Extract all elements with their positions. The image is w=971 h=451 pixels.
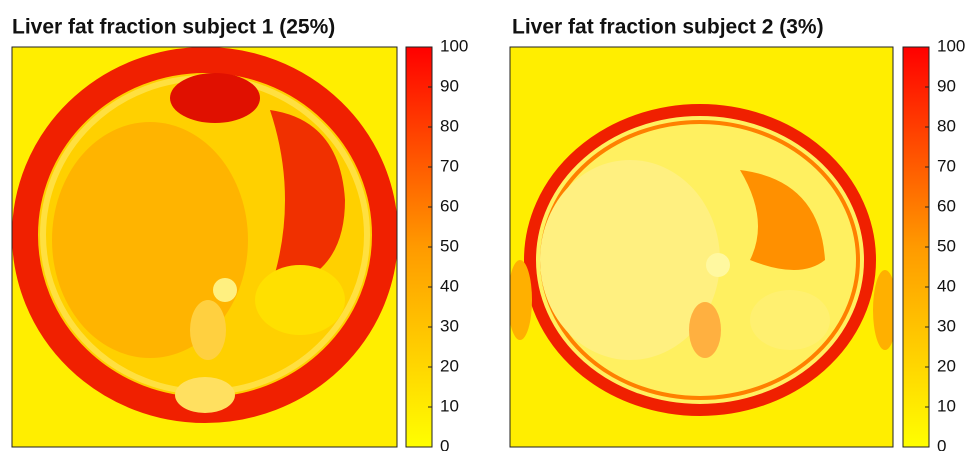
tick-label: 10 [440, 396, 459, 415]
tick-label: 50 [937, 236, 956, 255]
tick-label: 30 [937, 316, 956, 335]
tick-label: 90 [440, 76, 459, 95]
mri-image [508, 47, 897, 447]
figure: Liver fat fraction subject 1 (25%) 0 10 20 3… [0, 0, 971, 451]
tick-label: 60 [937, 196, 956, 215]
tick-label: 100 [440, 36, 468, 55]
tick-label: 80 [937, 116, 956, 135]
tick-label: 70 [440, 156, 459, 175]
panel-title: Liver fat fraction subject 2 (3%) [512, 16, 824, 39]
tick-label: 10 [937, 396, 956, 415]
tick-label: 100 [937, 36, 965, 55]
tick-label: 80 [440, 116, 459, 135]
tick-label: 50 [440, 236, 459, 255]
tick-label: 90 [937, 76, 956, 95]
tick-label: 40 [440, 276, 459, 295]
panel-title: Liver fat fraction subject 1 (25%) [12, 16, 335, 39]
mri-image [12, 47, 397, 447]
tick-label: 20 [937, 356, 956, 375]
tick-label: 0 [937, 436, 946, 451]
tick-label: 20 [440, 356, 459, 375]
tick-label: 0 [440, 436, 449, 451]
tick-label: 30 [440, 316, 459, 335]
tick-label: 60 [440, 196, 459, 215]
tick-label: 40 [937, 276, 956, 295]
tick-label: 70 [937, 156, 956, 175]
